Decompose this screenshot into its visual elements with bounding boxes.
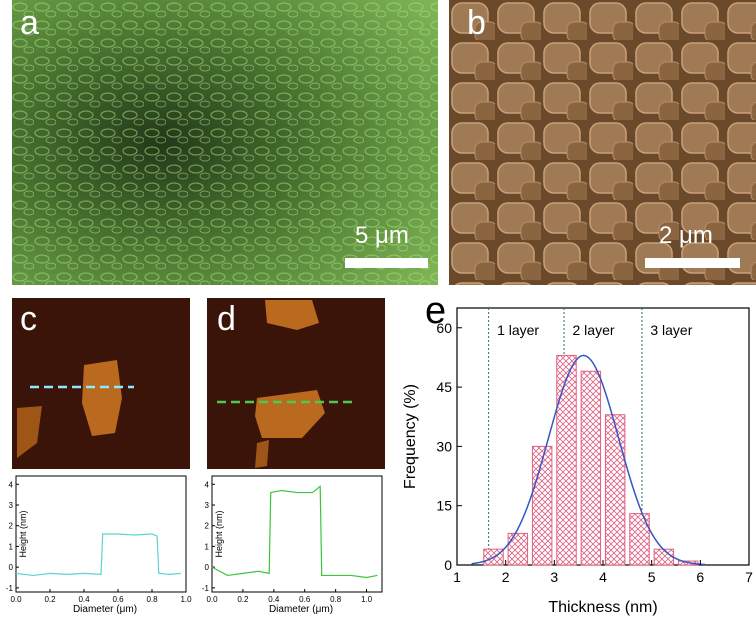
x-tick-label: 4 — [599, 569, 607, 585]
x-tick-label: 2 — [502, 569, 510, 585]
height-profile-d: 0.0 0.2 0.4 0.6 0.8 1.0 -1 0 1 2 3 4 Height (nm) Diam… — [202, 475, 383, 615]
y-tick-label: 4 — [9, 480, 14, 489]
histogram-bar — [629, 513, 650, 566]
x-tick-label: 1.0 — [180, 595, 192, 604]
layer-annotation: 1 layer — [497, 322, 539, 338]
x-tick-label: 1 — [453, 569, 461, 585]
y-tick-label: 0 — [444, 557, 452, 573]
afm-flake — [82, 360, 122, 436]
panel-b-sem-image: b 2 μm — [449, 0, 756, 285]
y-tick-label: 2 — [9, 522, 14, 531]
plot-frame — [456, 307, 750, 566]
x-tick-label: 6 — [696, 569, 704, 585]
histogram-bar — [556, 354, 577, 566]
profile-line — [15, 533, 181, 577]
y-axis-label: Height (nm) — [18, 510, 28, 557]
y-axis-label: Frequency (%) — [402, 384, 419, 489]
x-axis-label: Diameter (μm) — [269, 604, 333, 615]
y-tick-label: 3 — [9, 501, 14, 510]
scale-text-b: 2 μm — [659, 222, 713, 249]
panel-label-e: e — [425, 290, 447, 332]
x-axis-label: Thickness (nm) — [548, 599, 657, 616]
x-tick-label: 0.0 — [10, 595, 22, 604]
panel-c-afm-image: c — [12, 298, 190, 469]
x-axis-label: Diameter (μm) — [73, 604, 137, 615]
x-tick-label: 0.2 — [237, 595, 249, 604]
x-tick-label: 0.2 — [44, 595, 56, 604]
x-tick-label: 7 — [745, 569, 753, 585]
panel-label-a: a — [20, 4, 39, 42]
sem-texture-b — [449, 0, 756, 285]
panel-label-d: d — [217, 300, 236, 338]
y-tick-label: -1 — [6, 584, 14, 593]
layer-annotation: 3 layer — [650, 322, 692, 338]
histogram-bar — [531, 445, 553, 566]
gaussian-fit-curve — [471, 354, 706, 566]
x-tick-label: 0.4 — [78, 595, 90, 604]
profile-line — [211, 485, 378, 579]
scale-bar-b — [645, 258, 740, 268]
y-tick-label: 3 — [205, 501, 210, 510]
y-tick-label: 60 — [436, 320, 452, 336]
histogram-bar — [653, 548, 675, 566]
y-tick-label: 1 — [9, 542, 14, 551]
x-tick-label: 0.6 — [112, 595, 124, 604]
x-tick-label: 5 — [648, 569, 656, 585]
panel-label-b: b — [467, 4, 486, 42]
x-tick-label: 0.8 — [146, 595, 158, 604]
y-tick-label: 1 — [205, 542, 210, 551]
histogram-bar — [507, 532, 529, 566]
y-tick-label: 2 — [205, 522, 210, 531]
afm-flake — [17, 406, 42, 458]
panel-label-c: c — [20, 300, 37, 338]
height-profile-c: 0.0 0.2 0.4 0.6 0.8 1.0 -1 0 1 2 3 4 Height (nm) Diam… — [6, 475, 192, 615]
y-tick-label: -1 — [202, 584, 210, 593]
afm-flake — [265, 300, 319, 330]
x-tick-label: 0.8 — [330, 595, 342, 604]
x-tick-label: 0.6 — [299, 595, 311, 604]
plot-frame — [211, 475, 383, 593]
scale-text-a: 5 μm — [355, 222, 409, 249]
scale-bar-a — [345, 258, 428, 268]
y-axis-label: Height (nm) — [214, 510, 224, 557]
afm-flake — [255, 440, 269, 468]
x-tick-label: 0.0 — [206, 595, 218, 604]
y-tick-label: 4 — [205, 480, 210, 489]
y-tick-label: 0 — [205, 563, 210, 572]
x-tick-label: 3 — [550, 569, 558, 585]
x-tick-label: 0.4 — [268, 595, 280, 604]
y-tick-label: 45 — [436, 379, 452, 395]
histogram-bar — [604, 414, 626, 566]
x-tick-label: 1.0 — [361, 595, 373, 604]
layer-annotation: 2 layer — [573, 322, 615, 338]
panel-d-afm-image: d — [207, 298, 385, 469]
sem-texture-a — [12, 0, 438, 285]
y-tick-label: 15 — [436, 498, 452, 514]
y-tick-label: 30 — [436, 438, 452, 454]
panel-a-sem-image: a 5 μm — [12, 0, 438, 285]
y-tick-label: 0 — [9, 563, 14, 572]
histogram-bar — [580, 370, 602, 566]
